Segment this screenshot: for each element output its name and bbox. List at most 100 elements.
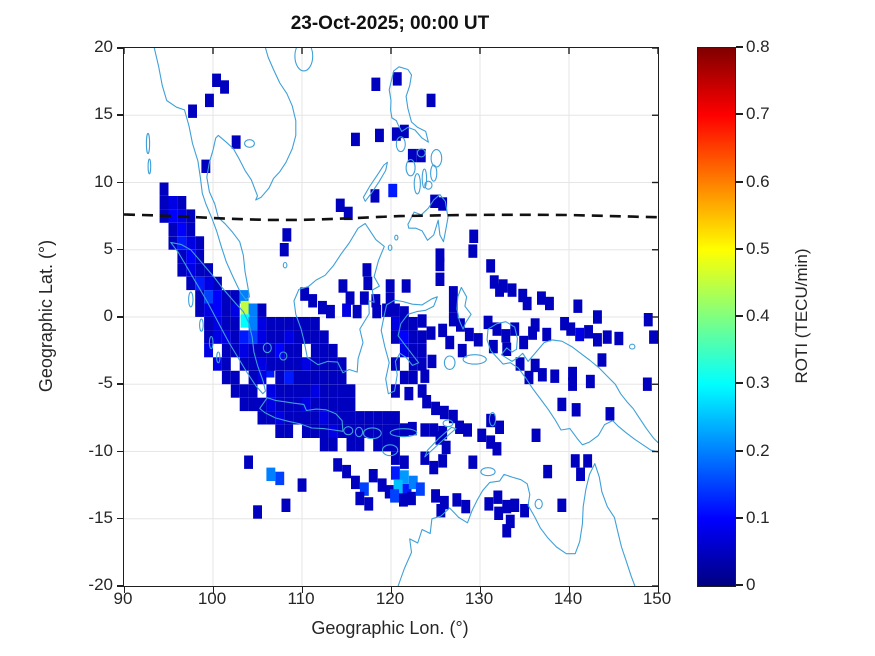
roti-cell xyxy=(195,236,205,250)
roti-cell xyxy=(359,291,369,305)
roti-cell xyxy=(407,421,417,436)
roti-cell xyxy=(345,291,355,305)
roti-cell xyxy=(293,370,302,385)
roti-cell xyxy=(426,326,436,340)
roti-cell xyxy=(302,317,311,331)
roti-cell xyxy=(486,435,496,449)
roti-cell xyxy=(408,317,418,331)
roti-cell xyxy=(239,397,249,412)
roti-cell xyxy=(204,330,213,344)
roti-cell xyxy=(417,343,427,358)
roti-cell xyxy=(248,357,258,371)
colorbar-tick-label: 0.5 xyxy=(746,238,770,258)
roti-cell xyxy=(408,343,418,358)
roti-cell xyxy=(302,330,311,344)
roti-cell xyxy=(213,290,222,304)
colorbar-tick xyxy=(736,180,743,183)
roti-cell xyxy=(448,409,458,424)
roti-cell xyxy=(371,294,381,308)
roti-cell xyxy=(195,263,205,277)
roti-cell xyxy=(248,384,258,398)
roti-cell xyxy=(195,303,205,317)
roti-cell xyxy=(368,469,378,483)
roti-cell xyxy=(593,333,602,347)
y-tick-label: 15 xyxy=(94,104,113,124)
roti-cell xyxy=(221,357,231,371)
roti-cell xyxy=(388,183,398,198)
coastline-island xyxy=(294,48,314,72)
roti-cell xyxy=(524,370,534,385)
roti-cell xyxy=(494,506,504,520)
roti-cell xyxy=(363,276,373,291)
roti-cell xyxy=(391,384,400,398)
coastline-island xyxy=(462,354,487,365)
map-plot-canvas xyxy=(124,48,658,586)
coastline-island xyxy=(199,318,204,332)
roti-cell xyxy=(220,80,229,94)
roti-cell xyxy=(293,330,302,344)
roti-cell xyxy=(284,411,294,425)
roti-cell xyxy=(408,370,418,385)
roti-cell xyxy=(310,384,320,398)
roti-cell xyxy=(373,411,383,425)
roti-cell xyxy=(545,296,554,311)
roti-cell xyxy=(239,343,249,358)
roti-cell xyxy=(248,317,258,331)
roti-cell xyxy=(642,377,652,391)
roti-cell xyxy=(186,222,196,237)
coastline-island xyxy=(442,419,454,428)
roti-cell xyxy=(177,222,187,237)
coastline-island xyxy=(343,426,354,436)
dip-equator-dashed-line xyxy=(124,213,658,222)
coastline-island xyxy=(628,343,636,350)
roti-cell xyxy=(401,279,411,293)
colorbar-tick xyxy=(736,449,743,452)
coastline-island xyxy=(147,158,152,175)
colorbar-tick-label: 0.6 xyxy=(746,171,770,191)
roti-cell xyxy=(431,401,440,416)
colorbar-tick-label: 0.2 xyxy=(746,440,770,460)
roti-cell xyxy=(359,482,369,496)
coastline-timor xyxy=(424,426,457,458)
roti-cell xyxy=(248,303,258,317)
coastline-island xyxy=(387,244,393,251)
roti-cell xyxy=(328,370,338,385)
roti-cell xyxy=(342,464,351,479)
roti-cell xyxy=(319,370,329,385)
roti-cell xyxy=(399,330,409,344)
roti-cell xyxy=(385,292,395,307)
roti-cell xyxy=(186,276,196,291)
roti-cell xyxy=(438,197,448,211)
roti-cell xyxy=(284,330,294,344)
roti-cell xyxy=(230,317,240,331)
x-tick-bottom xyxy=(568,587,570,593)
coastline-island xyxy=(430,164,438,182)
roti-cell xyxy=(518,288,528,303)
roti-cell xyxy=(319,397,329,412)
roti-cell xyxy=(522,296,532,311)
y-tick-left xyxy=(116,114,123,116)
roti-cell xyxy=(326,304,335,319)
roti-cell xyxy=(328,343,338,358)
roti-cell xyxy=(230,303,240,317)
roti-cell xyxy=(483,315,493,330)
roti-cell xyxy=(473,333,483,347)
roti-cell xyxy=(543,464,553,479)
roti-cell xyxy=(439,495,449,510)
roti-cell xyxy=(537,368,547,382)
roti-cell xyxy=(407,148,417,163)
roti-cell xyxy=(528,326,537,340)
roti-cell xyxy=(431,489,440,503)
colorbar-tick-label: 0.4 xyxy=(746,306,770,325)
coastline-island xyxy=(395,136,406,153)
roti-cell xyxy=(597,353,607,367)
roti-cell xyxy=(266,411,276,425)
roti-cell xyxy=(429,460,439,475)
roti-cell xyxy=(502,524,512,538)
roti-cell xyxy=(212,73,221,87)
roti-cell xyxy=(186,263,196,277)
roti-cell xyxy=(168,222,178,237)
roti-cell xyxy=(293,384,302,398)
x-tick-label: 90 xyxy=(113,589,133,608)
roti-cell xyxy=(310,343,320,358)
